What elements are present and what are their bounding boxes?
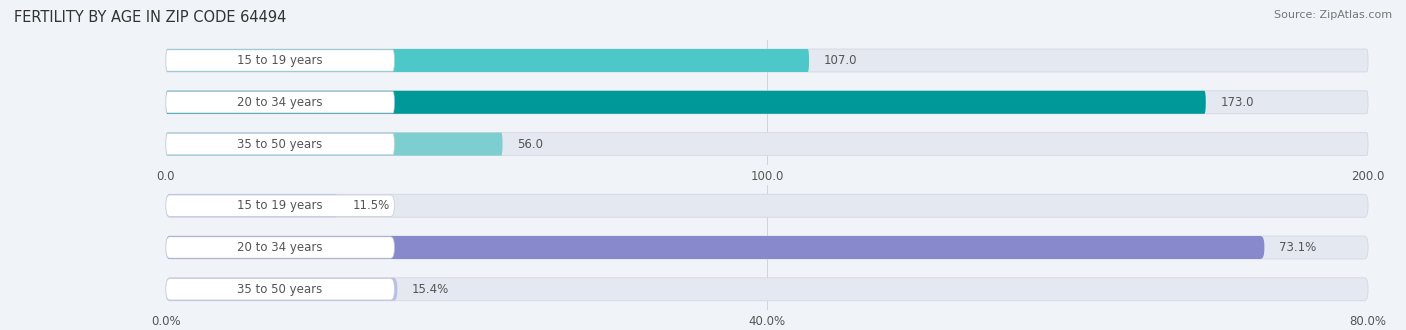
FancyBboxPatch shape [166,278,398,301]
Text: 15 to 19 years: 15 to 19 years [238,199,323,212]
FancyBboxPatch shape [166,92,394,113]
Text: 35 to 50 years: 35 to 50 years [238,283,323,296]
Text: 20 to 34 years: 20 to 34 years [238,96,323,109]
FancyBboxPatch shape [166,133,394,155]
FancyBboxPatch shape [166,278,1368,301]
Text: 73.1%: 73.1% [1279,241,1316,254]
Text: 56.0: 56.0 [517,138,543,150]
FancyBboxPatch shape [166,50,394,71]
Text: 107.0: 107.0 [824,54,858,67]
Text: FERTILITY BY AGE IN ZIP CODE 64494: FERTILITY BY AGE IN ZIP CODE 64494 [14,10,287,25]
FancyBboxPatch shape [166,279,394,300]
FancyBboxPatch shape [166,194,1368,217]
FancyBboxPatch shape [166,49,1368,72]
Text: 11.5%: 11.5% [353,199,391,212]
FancyBboxPatch shape [166,49,808,72]
Text: 20 to 34 years: 20 to 34 years [238,241,323,254]
FancyBboxPatch shape [166,195,394,216]
FancyBboxPatch shape [166,133,1368,156]
FancyBboxPatch shape [166,91,1206,114]
Text: 35 to 50 years: 35 to 50 years [238,138,323,150]
FancyBboxPatch shape [166,236,1264,259]
FancyBboxPatch shape [166,194,339,217]
Text: Source: ZipAtlas.com: Source: ZipAtlas.com [1274,10,1392,20]
Text: 15.4%: 15.4% [412,283,449,296]
FancyBboxPatch shape [166,237,394,258]
FancyBboxPatch shape [166,91,1368,114]
FancyBboxPatch shape [166,236,1368,259]
Text: 15 to 19 years: 15 to 19 years [238,54,323,67]
FancyBboxPatch shape [166,133,502,156]
Text: 173.0: 173.0 [1220,96,1254,109]
